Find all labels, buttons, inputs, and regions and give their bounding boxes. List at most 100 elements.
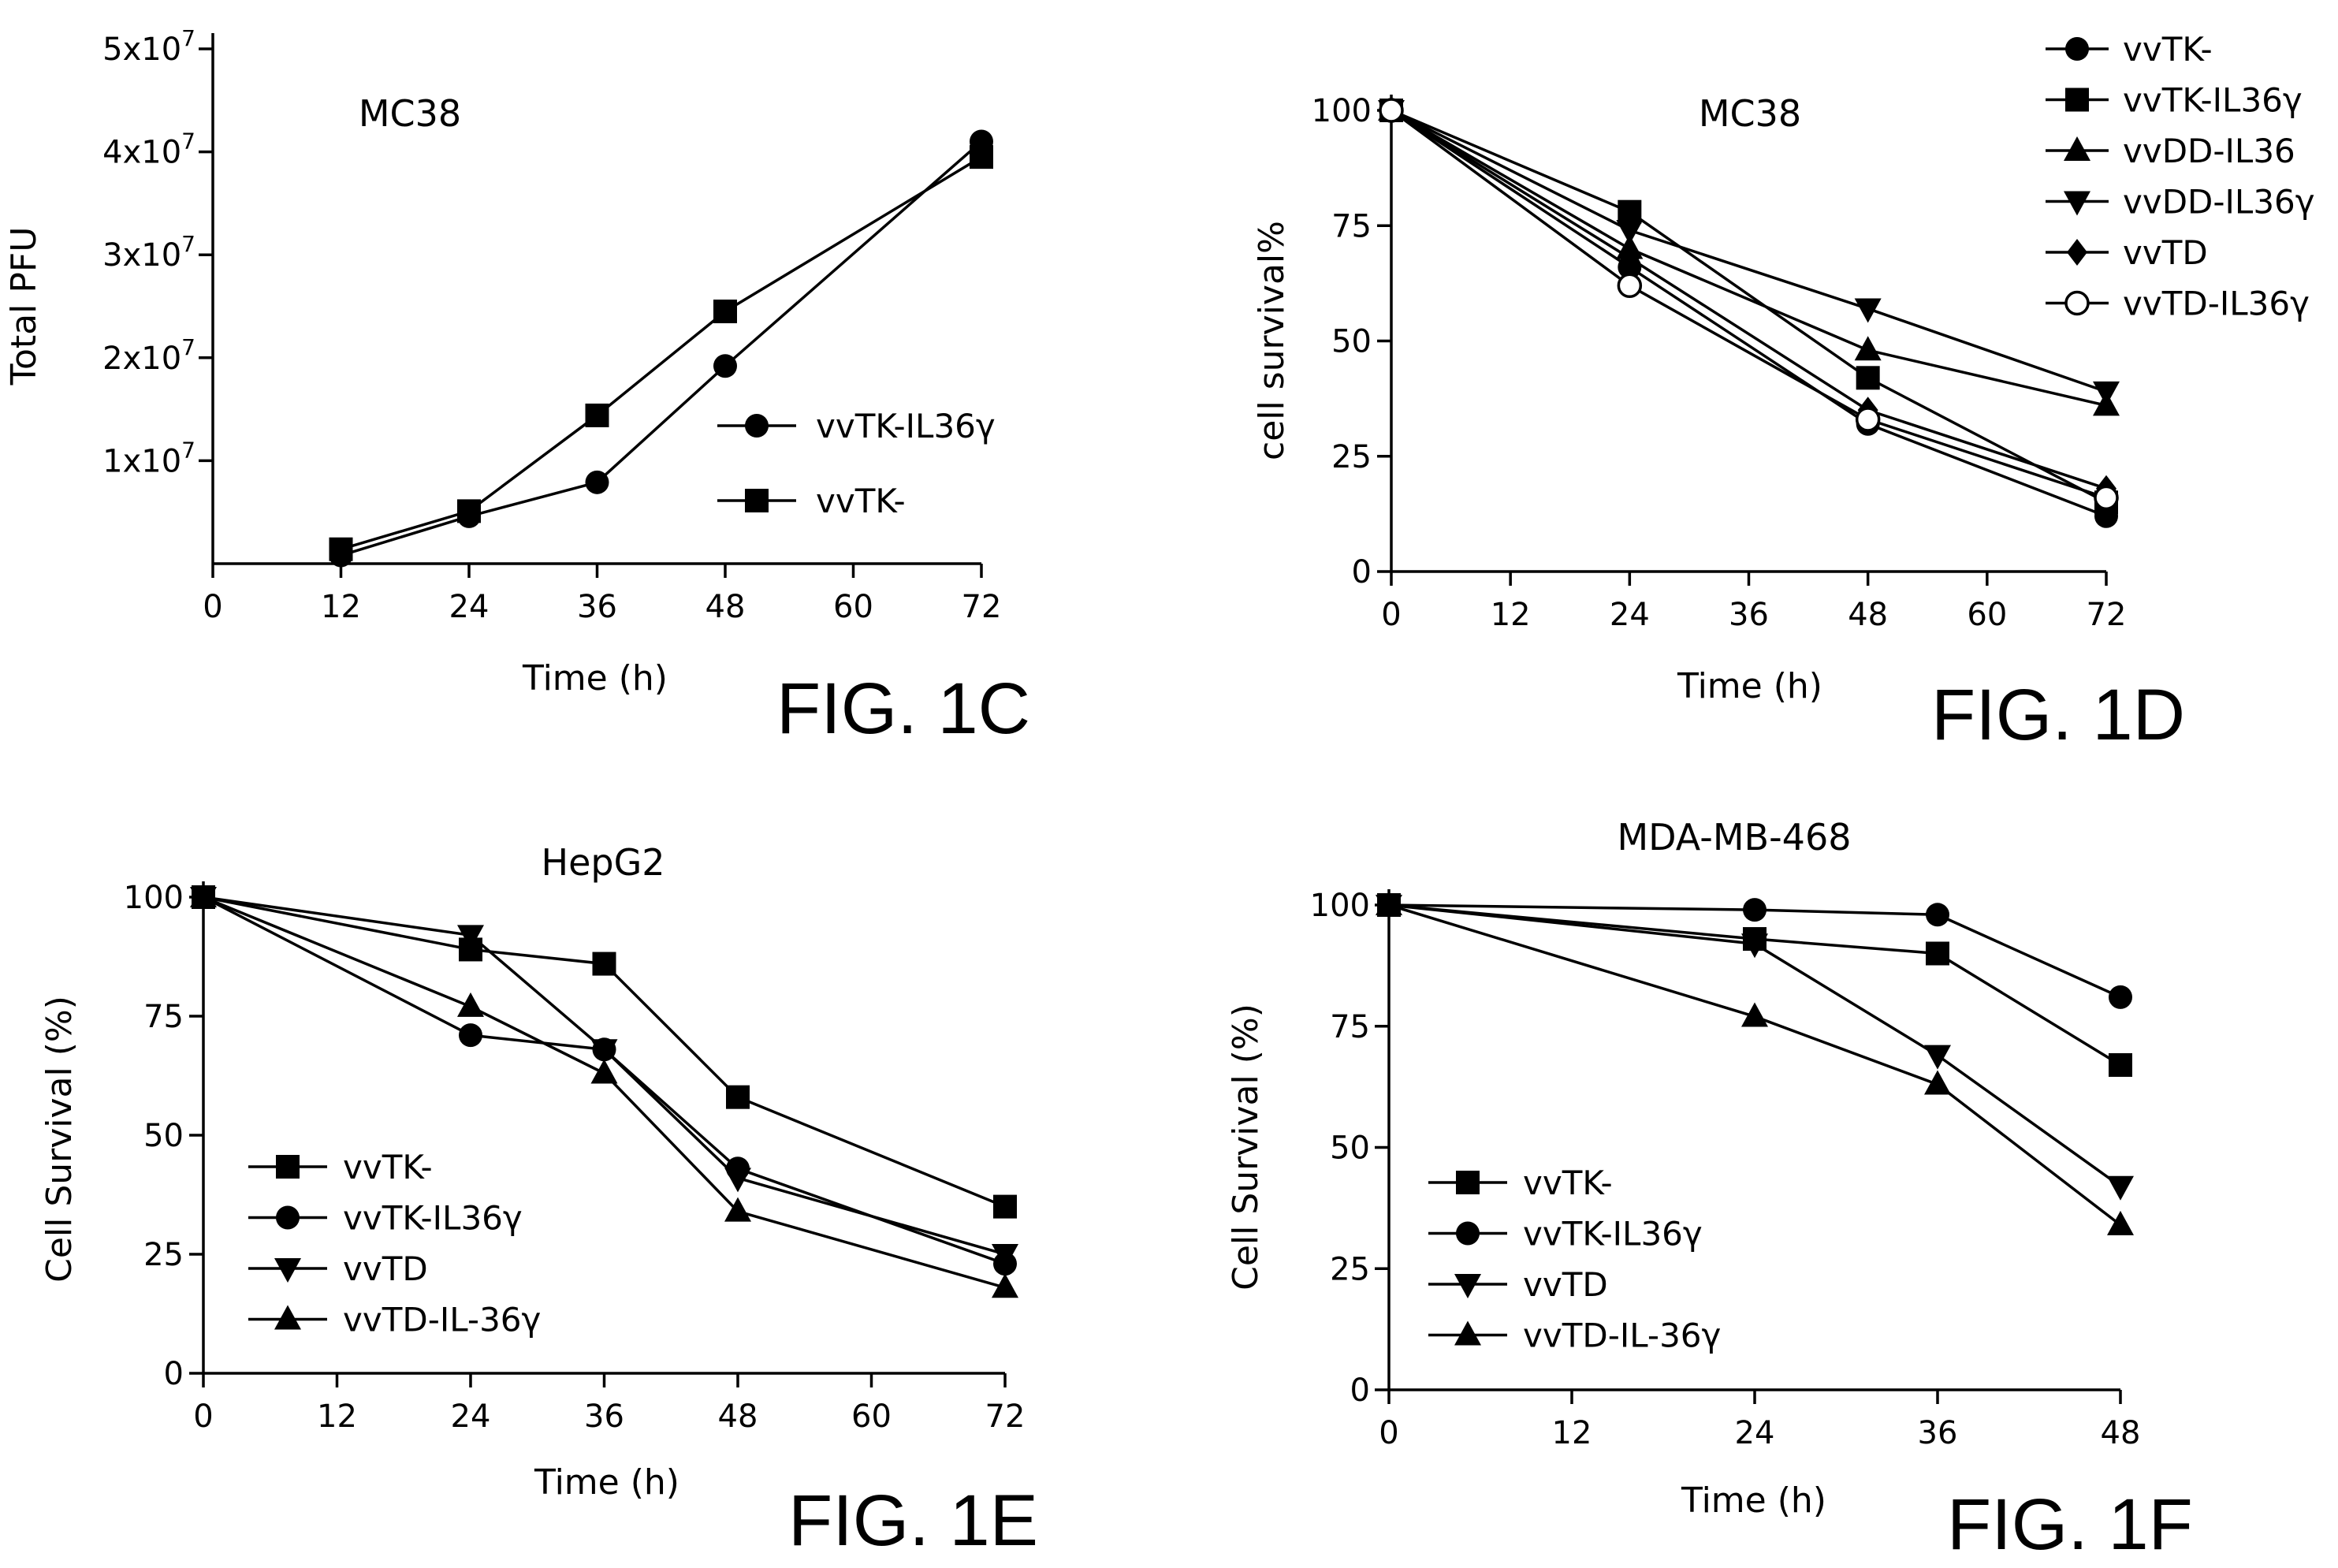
panel-title: MC38 (1699, 92, 1801, 135)
legend-marker-vvtk-il36gamma (1456, 1221, 1480, 1246)
legend-item-vvtd: vvTD (2046, 233, 2208, 272)
x-tick-label: 12 (317, 1399, 357, 1435)
legend-label: vvTK-IL36γ (1523, 1215, 1703, 1253)
y-axis-title: cell survival% (1252, 221, 1292, 460)
series-vvtd (190, 887, 1018, 1268)
legend-marker-vvtk (1456, 1171, 1480, 1194)
data-point-vvtk-il36gamma-t48 (713, 354, 737, 378)
x-tick-label: 48 (718, 1399, 758, 1435)
data-point-vvtd-il-36gamma-t48 (2107, 1210, 2134, 1235)
x-tick-label: 12 (1552, 1415, 1592, 1451)
series-vvtk (329, 145, 993, 561)
x-tick-label: 60 (833, 589, 873, 625)
y-axis-title: Total PFU (4, 227, 44, 386)
series-line-vvtk-il36gamma (1391, 109, 2107, 504)
x-tick-label: 36 (584, 1399, 624, 1435)
data-point-vvtd-t48 (724, 1168, 751, 1193)
x-axis-title: Time (h) (522, 658, 668, 698)
y-tick-label: 100 (1312, 93, 1372, 129)
series-vvdd-il36gamma (1378, 100, 2120, 406)
legend-marker-vvdd-il36gamma (2064, 191, 2090, 216)
x-tick-label: 36 (1918, 1415, 1958, 1451)
legend-marker-vvtd-il36gamma (2064, 290, 2090, 316)
y-tick-label: 4x107 (102, 128, 195, 171)
series-vvtd-il-36gamma (1376, 891, 2134, 1235)
data-point-vvtd-il-36gamma-t0 (1376, 891, 1402, 915)
legend-item-vvtd: vvTD (248, 1250, 428, 1288)
data-point-vvtd-il36gamma-t72 (2094, 485, 2119, 511)
legend-item-vvtd-il36gamma: vvTD-IL36γ (2046, 285, 2310, 323)
data-point-vvtd-il-36gamma-t24 (457, 992, 484, 1017)
legend-marker-vvtk-il36gamma (745, 414, 769, 438)
data-point-vvtd-il36gamma-t0 (1379, 98, 1404, 123)
data-point-vvdd-il36gamma-t24 (1616, 220, 1644, 245)
data-point-vvtd-t36 (1924, 1045, 1951, 1070)
legend-marker-vvtk-il36gamma (276, 1205, 300, 1230)
legend-label: vvTK- (343, 1148, 433, 1186)
legend: vvTK-vvTK-IL36γ vvDD-IL36 vvDD-IL36γ vvTD vv… (2046, 30, 2315, 323)
panel-fig1f: 0 12 24 36 48 0 25 50 75 100 MDA-MB-468 FIG. 1F Time… (1226, 816, 2193, 1565)
legend-marker-vvtk (276, 1155, 300, 1179)
x-axis-title: Time (h) (534, 1462, 679, 1503)
y-tick-label: 25 (1330, 1251, 1370, 1287)
legend-label: vvTK- (816, 482, 906, 520)
y-tick-label: 50 (143, 1118, 184, 1154)
data-point-vvtd-il-36gamma-t0 (190, 883, 217, 907)
series-line-vvtk (1391, 109, 2107, 518)
data-point-vvtd-t24 (1619, 244, 1640, 272)
figure-label: FIG. 1F (1947, 1484, 2193, 1565)
x-tick-label: 24 (451, 1399, 491, 1435)
series-line-vvtk (1388, 903, 2121, 1067)
data-point-vvtk-t24 (457, 499, 481, 523)
legend-item-vvtk: vvTK- (248, 1148, 433, 1186)
data-point-vvtd-t72 (992, 1244, 1018, 1268)
data-point-vvtk-il36gamma-t24 (459, 1023, 482, 1048)
legend-label: vvTD-IL36γ (2123, 285, 2310, 323)
x-tick-label: 24 (1735, 1415, 1775, 1451)
legend-item-vvtk: vvTK- (2046, 30, 2213, 69)
legend-label: vvDD-IL36γ (2123, 183, 2315, 222)
x-tick-label: 72 (2087, 597, 2127, 633)
y-tick-mantissa: 5x10 (102, 32, 181, 68)
series-line-vvdd-il36 (1391, 109, 2107, 408)
legend-label: vvTK- (2123, 30, 2213, 69)
legend-item-vvtk-il36gamma: vvTK-IL36γ (2046, 81, 2303, 120)
legend-label: vvTK-IL36γ (343, 1199, 523, 1238)
data-point-vvtd-t48 (2107, 1175, 2134, 1201)
y-tick-label: 75 (1330, 1009, 1370, 1045)
data-point-vvtd-il-36gamma-t48 (724, 1197, 751, 1222)
y-tick-label: 100 (1310, 888, 1370, 924)
legend-item-vvtk-il36gamma: vvTK-IL36γ (1428, 1215, 1703, 1253)
data-point-vvtd-t24 (457, 925, 484, 950)
series-line-vvtk-il36gamma (1388, 903, 2121, 999)
x-tick-label: 0 (193, 1399, 213, 1435)
y-tick-label: 0 (1350, 1372, 1370, 1409)
legend-item-vvtk-il36gamma: vvTK-IL36γ (248, 1199, 523, 1238)
figure-label: FIG. 1E (788, 1480, 1038, 1561)
x-tick-label: 60 (1967, 597, 2007, 633)
legend-item-vvtk: vvTK- (717, 482, 906, 520)
legend-label: vvTD (2123, 233, 2208, 272)
x-tick-label: 0 (203, 589, 222, 625)
x-tick-label: 48 (1848, 597, 1888, 633)
data-point-vvdd-il36gamma-t48 (1854, 298, 1882, 323)
y-tick-label: 25 (143, 1237, 184, 1273)
x-axis-title: Time (h) (1681, 1480, 1826, 1521)
legend-marker-vvtd-il-36gamma (1454, 1320, 1481, 1346)
y-tick-label: 2x107 (102, 334, 195, 377)
legend-marker-vvtk-il36gamma (2065, 88, 2089, 112)
y-tick-label: 3x107 (102, 231, 195, 274)
data-point-vvtd-il-36gamma-t24 (1741, 1002, 1768, 1027)
data-point-vvtk-t36 (585, 403, 609, 427)
legend-label: vvTK-IL36γ (2123, 81, 2303, 120)
y-tick-label: 1x107 (102, 437, 195, 479)
y-tick-exponent: 7 (181, 437, 195, 463)
series-vvtd (1376, 895, 2134, 1201)
x-tick-label: 72 (985, 1399, 1026, 1435)
panel-title: HepG2 (541, 841, 665, 884)
legend-item-vvtk: vvTK- (1428, 1164, 1613, 1202)
legend-label: vvTK- (1523, 1164, 1613, 1202)
data-point-vvtd-il-36gamma-t72 (992, 1273, 1018, 1298)
legend: vvTK-IL36γ vvTK- (717, 407, 996, 520)
